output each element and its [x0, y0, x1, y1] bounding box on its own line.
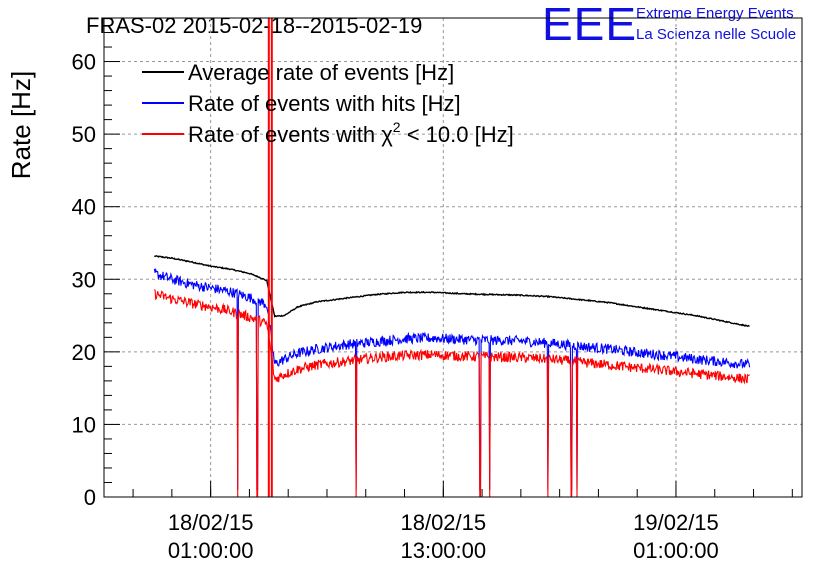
logo-line2: La Scienza nelle Scuole	[636, 26, 796, 43]
y-axis-label: Rate [Hz]	[6, 71, 36, 179]
y-tick-label: 50	[72, 122, 96, 147]
x-tick-label-time: 13:00:00	[400, 538, 486, 563]
x-tick-label-date: 18/02/15	[168, 510, 254, 535]
y-tick-label: 30	[72, 267, 96, 292]
legend-label-chi2: Rate of events with χ2 < 10.0 [Hz]	[188, 119, 514, 147]
y-tick-label: 10	[72, 412, 96, 437]
axis-layer: 0 10 20 30 40 50 60 18/02/15 01:00:00 18/02/15 13:…	[72, 17, 803, 563]
legend-label-hits: Rate of events with hits [Hz]	[188, 91, 461, 116]
x-tick-label-time: 01:00:00	[168, 538, 254, 563]
y-tick-label: 20	[72, 340, 96, 365]
legend: Average rate of events [Hz] Rate of even…	[142, 60, 514, 147]
y-tick-label: 60	[72, 50, 96, 75]
x-tick-label-date: 18/02/15	[400, 510, 486, 535]
chart-title: FRAS-02 2015-02-18--2015-02-19	[86, 13, 422, 38]
legend-label-average: Average rate of events [Hz]	[188, 60, 454, 85]
logo-line1: Extreme Energy Events	[636, 5, 794, 22]
series-chi2-line	[153, 289, 750, 498]
series-layer	[153, 18, 751, 498]
plot-frame	[103, 17, 803, 498]
logo-mark: EEE	[542, 0, 637, 50]
y-tick-label: 0	[84, 485, 96, 510]
eee-logo: EEE Extreme Energy Events La Scienza nel…	[542, 0, 796, 50]
y-tick-label: 40	[72, 195, 96, 220]
series-hits-line	[153, 267, 751, 491]
series-average-line	[154, 255, 750, 328]
grid-layer	[104, 18, 802, 497]
x-tick-label-date: 19/02/15	[633, 510, 719, 535]
x-tick-label-time: 01:00:00	[633, 538, 719, 563]
